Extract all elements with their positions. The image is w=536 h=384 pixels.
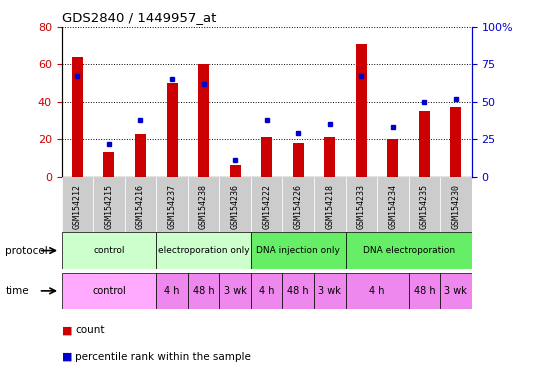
Text: GSM154234: GSM154234 bbox=[388, 184, 397, 229]
Bar bbox=[62, 273, 157, 309]
Bar bbox=[251, 273, 282, 309]
Bar bbox=[167, 83, 177, 177]
Text: time: time bbox=[5, 286, 29, 296]
Bar bbox=[324, 137, 335, 177]
Bar bbox=[408, 273, 440, 309]
Bar bbox=[346, 177, 377, 267]
Bar bbox=[157, 177, 188, 267]
Bar bbox=[125, 177, 157, 267]
Text: 3 wk: 3 wk bbox=[224, 286, 247, 296]
Text: GSM154237: GSM154237 bbox=[168, 184, 176, 229]
Text: ■: ■ bbox=[62, 352, 72, 362]
Bar bbox=[314, 177, 346, 267]
Bar bbox=[188, 177, 219, 267]
Text: GSM154222: GSM154222 bbox=[262, 184, 271, 229]
Text: 48 h: 48 h bbox=[193, 286, 214, 296]
Text: protocol: protocol bbox=[5, 245, 48, 256]
Bar bbox=[282, 177, 314, 267]
Bar bbox=[388, 139, 398, 177]
Text: GSM154230: GSM154230 bbox=[451, 184, 460, 229]
Text: GSM154215: GSM154215 bbox=[105, 184, 114, 229]
Bar bbox=[219, 177, 251, 267]
Bar bbox=[419, 111, 430, 177]
Bar bbox=[93, 177, 125, 267]
Text: ■: ■ bbox=[62, 325, 72, 335]
Text: 48 h: 48 h bbox=[414, 286, 435, 296]
Bar bbox=[440, 273, 472, 309]
Bar bbox=[188, 273, 219, 309]
Bar bbox=[346, 232, 472, 269]
Text: control: control bbox=[92, 286, 126, 296]
Text: electroporation only: electroporation only bbox=[158, 246, 249, 255]
Bar bbox=[219, 273, 251, 309]
Text: DNA injection only: DNA injection only bbox=[256, 246, 340, 255]
Bar bbox=[62, 232, 157, 269]
Bar bbox=[450, 108, 461, 177]
Text: DNA electroporation: DNA electroporation bbox=[362, 246, 455, 255]
Bar bbox=[135, 134, 146, 177]
Text: GSM154236: GSM154236 bbox=[230, 184, 240, 229]
Bar bbox=[356, 44, 367, 177]
Text: GSM154218: GSM154218 bbox=[325, 184, 334, 229]
Bar bbox=[346, 273, 408, 309]
Text: 4 h: 4 h bbox=[259, 286, 274, 296]
Bar bbox=[282, 273, 314, 309]
Text: 3 wk: 3 wk bbox=[318, 286, 341, 296]
Text: 4 h: 4 h bbox=[369, 286, 385, 296]
Text: GDS2840 / 1449957_at: GDS2840 / 1449957_at bbox=[62, 11, 216, 24]
Bar bbox=[103, 152, 115, 177]
Text: GSM154233: GSM154233 bbox=[357, 184, 366, 229]
Bar bbox=[261, 137, 272, 177]
Bar bbox=[377, 177, 408, 267]
Bar bbox=[62, 177, 93, 267]
Bar bbox=[408, 177, 440, 267]
Bar bbox=[251, 232, 346, 269]
Text: 4 h: 4 h bbox=[165, 286, 180, 296]
Bar bbox=[198, 64, 209, 177]
Text: GSM154212: GSM154212 bbox=[73, 184, 82, 229]
Bar bbox=[157, 232, 251, 269]
Bar bbox=[157, 273, 188, 309]
Bar bbox=[293, 143, 304, 177]
Text: GSM154226: GSM154226 bbox=[294, 184, 303, 229]
Bar bbox=[72, 57, 83, 177]
Bar bbox=[440, 177, 472, 267]
Bar bbox=[314, 273, 346, 309]
Text: GSM154238: GSM154238 bbox=[199, 184, 208, 229]
Bar bbox=[229, 166, 241, 177]
Text: 3 wk: 3 wk bbox=[444, 286, 467, 296]
Text: GSM154216: GSM154216 bbox=[136, 184, 145, 229]
Bar bbox=[251, 177, 282, 267]
Text: control: control bbox=[93, 246, 125, 255]
Text: GSM154235: GSM154235 bbox=[420, 184, 429, 229]
Text: count: count bbox=[75, 325, 105, 335]
Text: 48 h: 48 h bbox=[287, 286, 309, 296]
Text: percentile rank within the sample: percentile rank within the sample bbox=[75, 352, 251, 362]
